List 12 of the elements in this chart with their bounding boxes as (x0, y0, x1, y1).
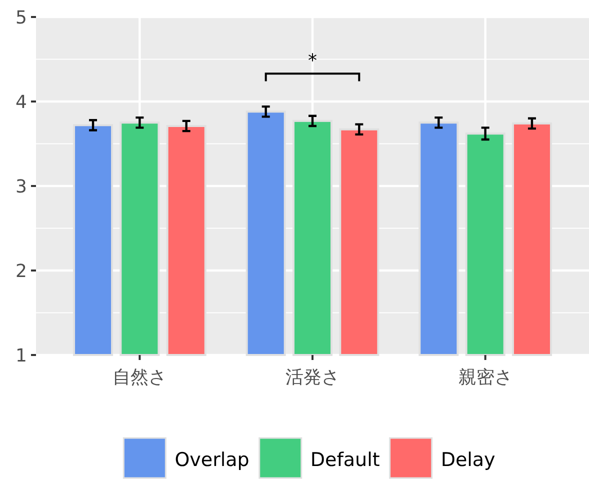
legend-label: Delay (440, 449, 496, 471)
x-tick-label: 親密さ (458, 367, 512, 388)
legend-label: Overlap (174, 449, 250, 471)
x-tick-label: 活発さ (286, 367, 340, 388)
y-tick-label: 2 (16, 261, 27, 282)
legend-label: Default (310, 449, 380, 471)
annotation: * (308, 50, 317, 72)
x-tick-label: 自然さ (112, 367, 167, 388)
y-tick-label: 5 (16, 8, 27, 28)
y-tick-label: 4 (16, 92, 27, 113)
y-tick-label: 3 (16, 176, 27, 198)
y-tick-label: 1 (16, 346, 27, 366)
